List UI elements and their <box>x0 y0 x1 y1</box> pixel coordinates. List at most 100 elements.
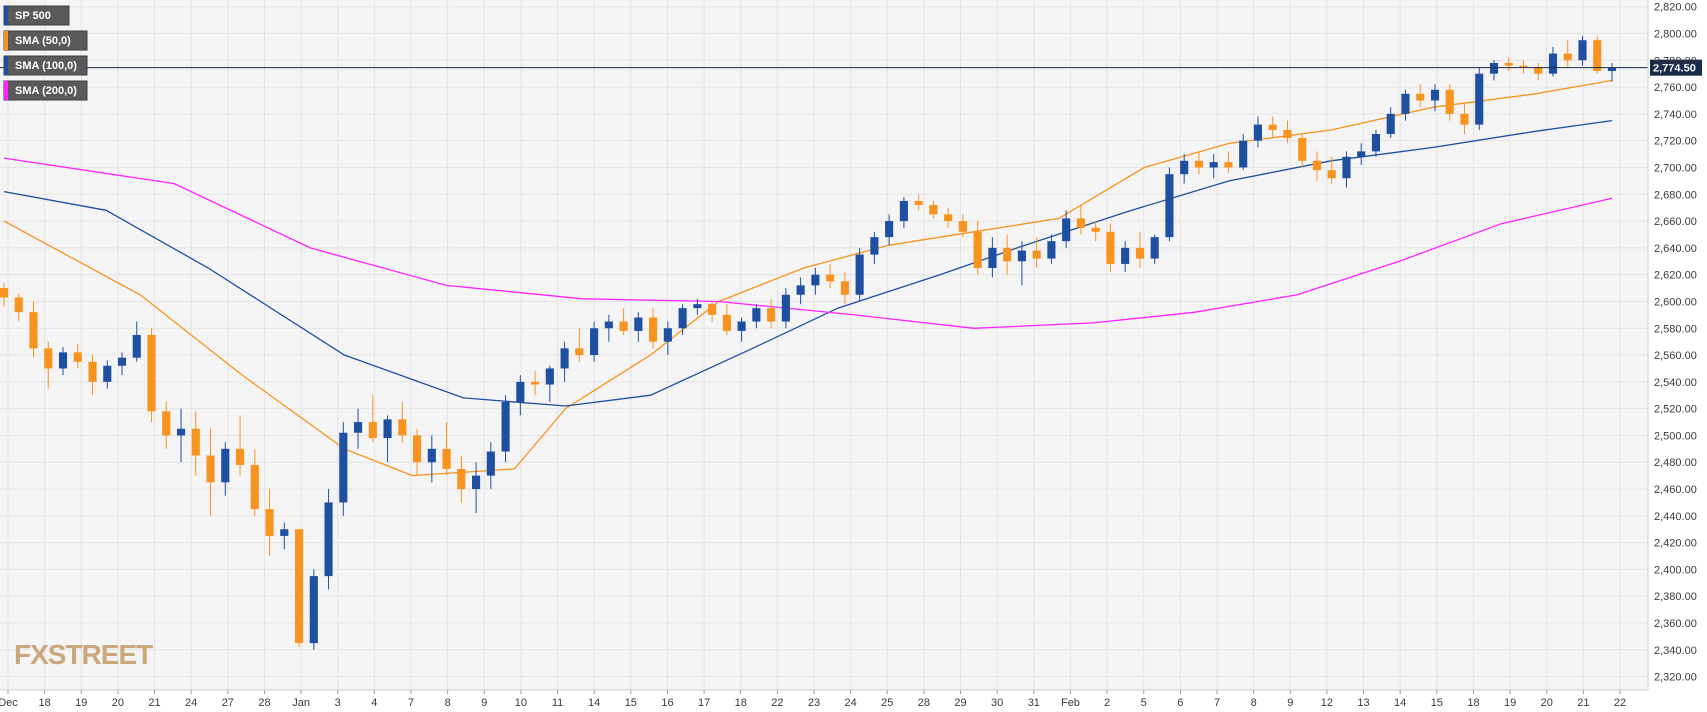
candle <box>103 360 112 389</box>
candle <box>1106 223 1115 272</box>
candle-body <box>1489 62 1499 74</box>
candle <box>1135 231 1144 268</box>
sma-line <box>3 157 1613 329</box>
current-price-label: 2,774.50 <box>1653 63 1696 75</box>
candle <box>250 448 259 516</box>
candle-body <box>1563 53 1572 61</box>
candle-body <box>472 475 481 490</box>
candle-body <box>1121 247 1130 264</box>
candle-body <box>0 288 9 298</box>
legend-item[interactable]: SP 500 <box>3 5 70 26</box>
candle-body <box>398 419 407 436</box>
candle <box>840 271 849 305</box>
candle <box>1283 120 1292 144</box>
candle <box>44 341 53 389</box>
legend-item[interactable]: SMA (200,0) <box>3 80 88 101</box>
legend-item[interactable]: SMA (50,0) <box>3 30 88 51</box>
y-tick-label: 2,460.00 <box>1654 484 1697 496</box>
y-tick-label: 2,620.00 <box>1654 270 1697 282</box>
x-tick-label: 6 <box>1177 697 1183 709</box>
candle-body <box>1430 89 1440 101</box>
candle <box>1062 210 1071 248</box>
x-tick-label: 22 <box>1614 697 1626 709</box>
y-axis: 2,820.00 2,800.00 2,780.00 2,760.00 2,740.00… <box>1647 0 1697 690</box>
candle-body <box>442 448 451 469</box>
candle <box>1401 89 1410 121</box>
x-tick-label: 16 <box>661 697 673 709</box>
candle <box>634 312 643 342</box>
x-tick-label: Jan <box>292 697 310 709</box>
candle <box>339 422 348 516</box>
candle <box>1017 241 1026 286</box>
x-tick-label: 3 <box>335 697 341 709</box>
candle-body <box>103 365 112 382</box>
y-tick-label: 2,420.00 <box>1654 538 1697 550</box>
candle-body <box>1076 218 1085 228</box>
candle-body <box>1342 156 1351 179</box>
x-tick-label: 23 <box>808 697 820 709</box>
candle <box>781 288 790 329</box>
candle-body <box>1327 170 1336 179</box>
candle <box>619 308 628 335</box>
candle-body <box>1283 129 1292 138</box>
candle-body <box>958 221 967 232</box>
watermark-logo: FXSTREET <box>14 639 153 670</box>
legend-swatch <box>4 81 8 100</box>
candlesticks <box>0 36 1617 650</box>
candle-body <box>1239 140 1248 168</box>
candle-body <box>294 529 304 644</box>
candle <box>560 341 569 382</box>
candle <box>545 365 554 402</box>
x-tick-label: 20 <box>1541 697 1553 709</box>
candle-body <box>132 334 141 358</box>
legend-swatch <box>4 6 8 25</box>
candle <box>885 214 894 246</box>
x-tick-label: 13 <box>1357 697 1369 709</box>
candle <box>457 455 466 503</box>
candle <box>826 263 835 289</box>
candle-body <box>73 352 82 362</box>
candle <box>486 442 495 490</box>
candle-body <box>44 348 53 369</box>
candle-body <box>1298 138 1307 161</box>
candle-body <box>117 357 127 366</box>
candle <box>442 422 451 476</box>
x-tick-label: 19 <box>75 697 87 709</box>
x-tick-label: 12 <box>1321 697 1333 709</box>
candle-body <box>176 428 186 436</box>
candle <box>1327 156 1336 184</box>
legend-label: SMA (50,0) <box>15 35 71 47</box>
x-tick-label: 29 <box>954 697 966 709</box>
candle-body <box>1062 218 1071 242</box>
candle-body <box>58 352 68 369</box>
candle <box>1504 57 1513 72</box>
candle <box>1253 116 1263 148</box>
candle <box>1563 40 1572 67</box>
x-tick-label: 14 <box>588 697 600 709</box>
candle <box>1519 60 1528 74</box>
y-tick-label: 2,540.00 <box>1654 377 1697 389</box>
candle <box>590 321 599 362</box>
candle-body <box>1224 162 1233 168</box>
candle-body <box>457 468 466 490</box>
candle-body <box>309 576 318 644</box>
y-tick-label: 2,640.00 <box>1654 243 1697 255</box>
candle <box>1165 167 1174 242</box>
candle-body <box>826 274 835 282</box>
candle-body <box>1253 124 1263 141</box>
candle-body <box>1194 160 1203 168</box>
candle <box>427 435 436 483</box>
candle-body <box>1416 93 1425 101</box>
candle <box>0 282 9 307</box>
candle <box>944 207 953 228</box>
x-tick-label: 20 <box>112 697 124 709</box>
x-tick-label: 24 <box>185 697 197 709</box>
candle-body <box>191 428 200 456</box>
x-tick-label: 11 <box>552 697 563 709</box>
candle-body <box>545 368 554 385</box>
candle <box>1386 107 1395 138</box>
legend-item[interactable]: SMA (100,0) <box>3 55 88 76</box>
candle <box>899 196 908 228</box>
x-tick-label: 25 <box>881 697 893 709</box>
